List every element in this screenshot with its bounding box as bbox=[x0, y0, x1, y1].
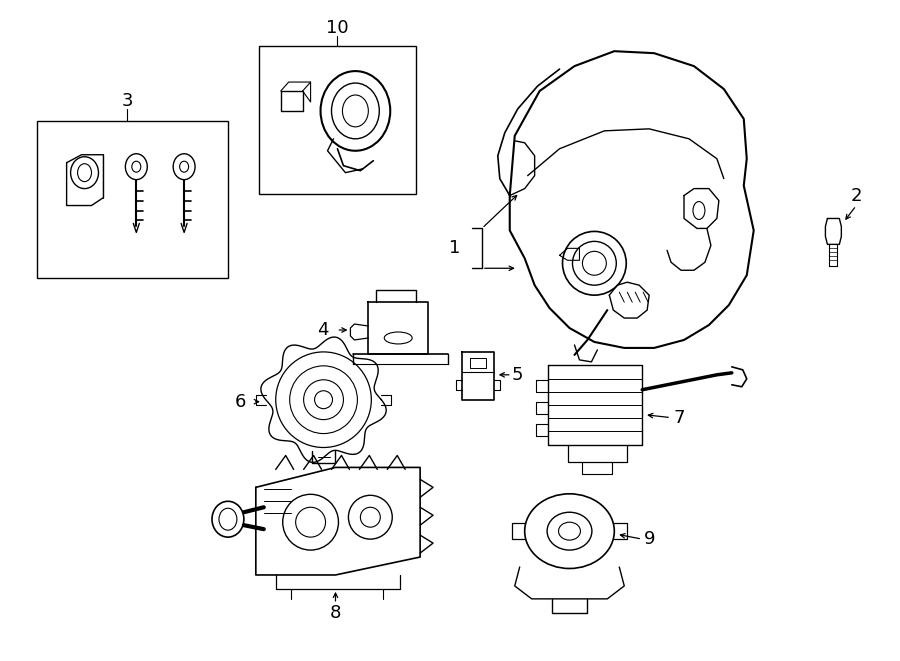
Ellipse shape bbox=[180, 161, 189, 172]
Ellipse shape bbox=[77, 164, 92, 182]
Text: 2: 2 bbox=[850, 186, 862, 204]
Circle shape bbox=[296, 507, 326, 537]
Circle shape bbox=[275, 352, 372, 447]
Text: 4: 4 bbox=[317, 321, 328, 339]
Circle shape bbox=[283, 494, 338, 550]
Ellipse shape bbox=[525, 494, 615, 568]
Ellipse shape bbox=[693, 202, 705, 219]
Ellipse shape bbox=[70, 157, 98, 188]
Circle shape bbox=[348, 495, 392, 539]
Circle shape bbox=[303, 380, 344, 420]
Circle shape bbox=[582, 251, 607, 275]
Bar bbox=[259, 46, 416, 194]
Ellipse shape bbox=[331, 83, 379, 139]
Ellipse shape bbox=[320, 71, 391, 151]
Circle shape bbox=[290, 366, 357, 434]
Text: 9: 9 bbox=[644, 530, 655, 548]
Ellipse shape bbox=[173, 154, 195, 180]
Ellipse shape bbox=[212, 501, 244, 537]
Ellipse shape bbox=[131, 161, 140, 172]
Circle shape bbox=[572, 241, 616, 285]
Text: 8: 8 bbox=[329, 603, 341, 622]
Bar bbox=[37, 121, 228, 278]
Text: 10: 10 bbox=[326, 19, 349, 37]
Text: 7: 7 bbox=[673, 408, 685, 426]
Circle shape bbox=[562, 231, 626, 295]
Ellipse shape bbox=[343, 95, 368, 127]
Text: 1: 1 bbox=[449, 239, 461, 257]
Ellipse shape bbox=[384, 332, 412, 344]
Text: 5: 5 bbox=[512, 366, 524, 384]
Ellipse shape bbox=[559, 522, 580, 540]
Ellipse shape bbox=[125, 154, 148, 180]
Text: 6: 6 bbox=[235, 393, 247, 410]
Ellipse shape bbox=[219, 508, 237, 530]
Circle shape bbox=[360, 507, 381, 527]
Ellipse shape bbox=[547, 512, 592, 550]
Text: 3: 3 bbox=[122, 92, 133, 110]
Circle shape bbox=[315, 391, 332, 408]
